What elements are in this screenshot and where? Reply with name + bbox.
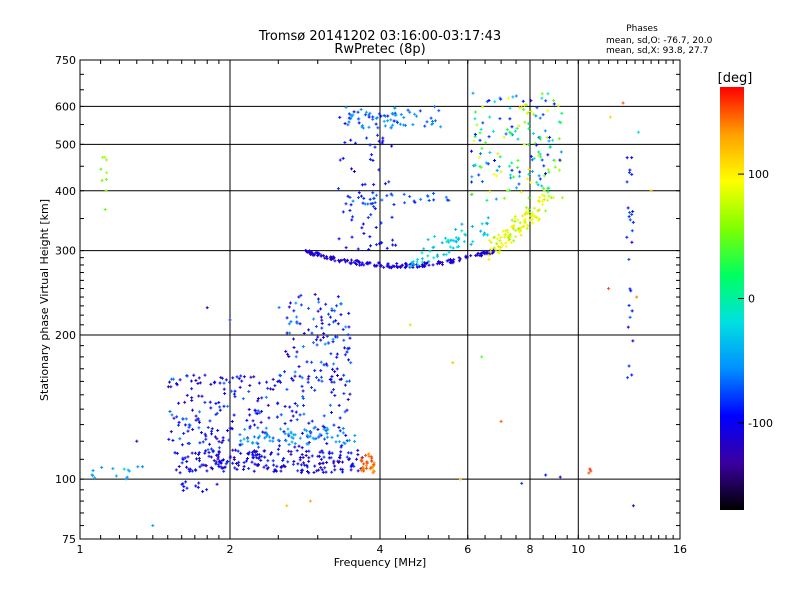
plot-area: 1 2 4 6 8 10 16 75 100 200 300 400 500 600 750 bbox=[55, 54, 687, 556]
chart-title: Tromsø 20141202 03:16:00-03:17:43 bbox=[258, 29, 501, 44]
colorbar-tick-label: -100 bbox=[748, 417, 773, 430]
x-tick-label: 2 bbox=[227, 543, 234, 556]
colorbar-ticks: 100 0 -100 bbox=[738, 168, 773, 430]
chart-subtitle: RwPretec (8p) bbox=[334, 42, 425, 57]
x-tick-label: 6 bbox=[464, 543, 471, 556]
y-tick-label: 600 bbox=[55, 100, 76, 113]
y-tick-label: 500 bbox=[55, 138, 76, 151]
x-axis-label: Frequency [MHz] bbox=[334, 556, 426, 569]
colorbar-unit: [deg] bbox=[718, 71, 753, 86]
x-tick-label: 4 bbox=[377, 543, 384, 556]
y-tick-label: 100 bbox=[55, 473, 76, 486]
x-tick-label: 8 bbox=[527, 543, 534, 556]
grid-lines bbox=[80, 60, 680, 539]
x-tick-label: 16 bbox=[673, 543, 687, 556]
data-points bbox=[90, 91, 653, 528]
phase-stats-o: mean, sd,O: -76.7, 20.0 bbox=[606, 36, 713, 46]
x-tick-label: 1 bbox=[77, 543, 84, 556]
x-tick-label: 10 bbox=[571, 543, 585, 556]
phase-stats-x: mean, sd,X: 93.8, 27.7 bbox=[606, 46, 708, 56]
y-tick-label: 200 bbox=[55, 329, 76, 342]
colorbar-tick-label: 100 bbox=[748, 168, 769, 181]
colorbar-tick-label: 0 bbox=[748, 293, 755, 306]
y-tick-label: 400 bbox=[55, 185, 76, 198]
y-tick-label: 75 bbox=[62, 533, 76, 546]
colorbar: [deg] 100 0 -100 bbox=[718, 71, 773, 510]
y-tick-label: 300 bbox=[55, 245, 76, 258]
phase-heading: Phases bbox=[626, 24, 658, 34]
y-axis-label: Stationary phase Virtual Height [km] bbox=[38, 199, 51, 401]
y-tick-label: 750 bbox=[55, 54, 76, 67]
axis-ticks: 1 2 4 6 8 10 16 75 100 200 300 400 500 600 750 bbox=[55, 54, 687, 556]
